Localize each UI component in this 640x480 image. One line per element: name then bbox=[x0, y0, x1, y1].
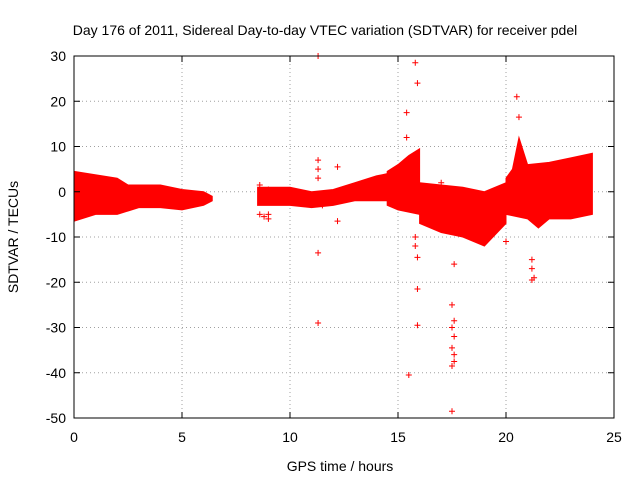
data-point bbox=[315, 175, 322, 182]
x-axis-label: GPS time / hours bbox=[287, 458, 394, 474]
data-point bbox=[265, 215, 272, 222]
y-tick-label: 10 bbox=[50, 139, 66, 155]
axis-ticks: 0 5 10 15 20 25 -50 -40 -30 -20 -10 0 10 20 30 bbox=[46, 48, 622, 445]
y-tick-label: -20 bbox=[46, 274, 66, 290]
data-point bbox=[412, 234, 419, 240]
data-point bbox=[403, 109, 410, 116]
data-band-segment-5 bbox=[505, 135, 593, 229]
x-tick-label: 10 bbox=[282, 429, 298, 445]
data-point bbox=[528, 256, 535, 263]
data-point bbox=[528, 265, 535, 272]
data-point bbox=[315, 249, 322, 256]
data-point bbox=[414, 80, 421, 87]
data-point bbox=[315, 157, 322, 164]
data-point bbox=[405, 372, 412, 379]
y-tick-label: 30 bbox=[50, 48, 66, 64]
data-point bbox=[451, 333, 458, 340]
y-tick-label: 20 bbox=[50, 93, 66, 109]
data-point bbox=[414, 286, 421, 293]
x-tick-label: 25 bbox=[606, 429, 622, 445]
y-tick-label: 0 bbox=[58, 184, 66, 200]
data-point bbox=[256, 211, 263, 218]
grid-lines bbox=[74, 56, 614, 418]
data-point bbox=[451, 261, 458, 268]
data-point bbox=[412, 59, 419, 66]
chart-title: Day 176 of 2011, Sidereal Day-to-day VTE… bbox=[73, 22, 577, 38]
data-point bbox=[528, 276, 535, 283]
data-point bbox=[315, 166, 322, 173]
data-point bbox=[334, 163, 341, 170]
data-point bbox=[503, 238, 509, 245]
data-point bbox=[515, 114, 522, 121]
data-band-segment-4 bbox=[419, 181, 507, 247]
data-point bbox=[315, 319, 322, 326]
data-point bbox=[451, 317, 458, 324]
y-tick-label: -30 bbox=[46, 320, 66, 336]
data-point bbox=[449, 344, 455, 351]
data-point bbox=[319, 202, 326, 209]
y-tick-label: -10 bbox=[46, 229, 66, 245]
data-point bbox=[513, 93, 520, 100]
data-point bbox=[449, 408, 455, 415]
data-point bbox=[449, 324, 455, 331]
y-tick-label: -50 bbox=[46, 410, 66, 426]
y-axis-label: SDTVAR / TECUs bbox=[5, 181, 21, 293]
data-point bbox=[265, 186, 272, 193]
x-tick-label: 0 bbox=[70, 429, 78, 445]
x-tick-label: 15 bbox=[390, 429, 406, 445]
data-point bbox=[403, 134, 410, 141]
data-point bbox=[412, 243, 419, 250]
data-point bbox=[414, 254, 421, 261]
x-tick-label: 5 bbox=[178, 429, 186, 445]
x-tick-label: 20 bbox=[498, 429, 514, 445]
y-tick-label: -40 bbox=[46, 365, 66, 381]
data-point bbox=[438, 179, 445, 186]
data-band-segment-1 bbox=[73, 170, 213, 222]
data-point bbox=[451, 358, 458, 365]
data-point bbox=[451, 351, 458, 358]
data-layer bbox=[73, 53, 593, 415]
data-point bbox=[256, 181, 263, 188]
data-point bbox=[414, 322, 421, 329]
data-point bbox=[449, 301, 455, 308]
data-point bbox=[261, 213, 268, 220]
data-point bbox=[334, 218, 341, 225]
data-point bbox=[449, 362, 455, 369]
